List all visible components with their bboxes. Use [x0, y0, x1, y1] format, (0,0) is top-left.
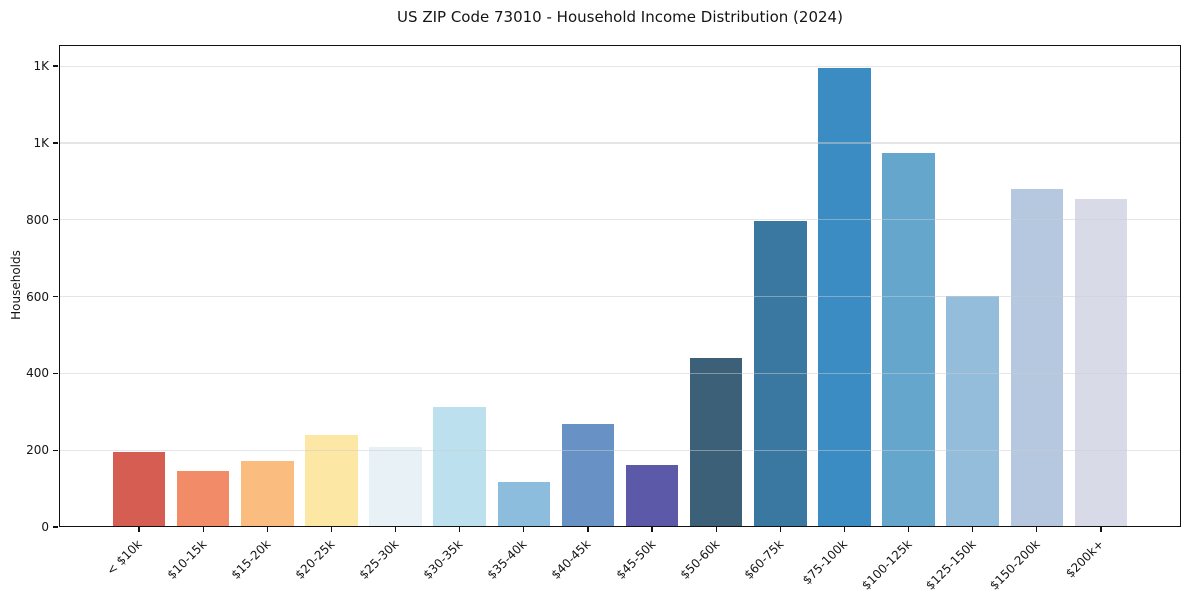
y-tick-label: 1K	[33, 59, 49, 74]
y-tick-mark	[53, 219, 58, 221]
y-axis-label: Households	[9, 250, 23, 320]
y-tick-mark	[53, 372, 58, 375]
x-tick-label-text: $20-25k	[292, 537, 338, 582]
x-tick-label-text: $60-75k	[741, 537, 787, 582]
bar	[754, 220, 807, 527]
x-tick-mark	[587, 527, 589, 532]
x-tick-mark	[907, 527, 910, 532]
x-tick-mark	[202, 527, 204, 532]
y-tick-mark	[53, 449, 58, 451]
bar	[176, 471, 230, 527]
x-tick-mark	[523, 527, 525, 532]
x-tick-mark	[779, 527, 781, 532]
bar	[305, 434, 358, 527]
x-tick-mark	[330, 527, 333, 532]
x-tick-label-text: $30-35k	[420, 537, 466, 582]
bar	[818, 68, 871, 527]
bar	[689, 358, 743, 527]
y-tick-label: 400	[26, 366, 49, 381]
x-tick-mark	[972, 527, 974, 532]
x-tick-mark	[459, 527, 461, 532]
y-tick-mark	[53, 295, 58, 298]
x-tick-label-text: $35-40k	[484, 537, 530, 582]
x-tick-mark	[1100, 527, 1102, 532]
y-tick-label: 800	[26, 212, 49, 227]
bar	[946, 295, 999, 527]
x-tick-mark	[651, 527, 653, 532]
x-tick-label-text: $150-200k	[987, 537, 1043, 590]
x-tick-label-text: $200k+	[1063, 537, 1107, 581]
bar	[625, 464, 679, 527]
y-tick-mark	[53, 142, 58, 144]
x-tick-mark	[266, 527, 268, 532]
x-tick-mark	[715, 527, 717, 532]
x-tick-label-text: $15-20k	[228, 537, 274, 582]
x-tick-label-text: $40-45k	[548, 537, 594, 582]
x-tick-mark	[394, 527, 397, 532]
gridline	[59, 65, 1181, 67]
bar	[1074, 199, 1128, 527]
x-tick-mark	[843, 527, 846, 532]
x-tick-label-text: $100-125k	[858, 537, 915, 590]
bar	[1010, 189, 1064, 527]
bar	[241, 460, 294, 527]
x-tick-label-text: $10-15k	[164, 537, 210, 582]
y-tick-label: 200	[26, 443, 49, 458]
x-tick-label-text: < $10k	[104, 537, 145, 578]
plot-area: < $10k $10-15k $15-20k $20-25k $25-30k $30-35…	[26, 45, 1181, 590]
y-tick-mark	[53, 526, 58, 528]
bar	[561, 423, 615, 527]
x-tick-label-text: $50-60k	[677, 537, 723, 582]
bar	[112, 452, 166, 527]
x-tick-label-text: $25-30k	[356, 537, 402, 582]
x-tick-mark	[138, 527, 140, 532]
y-tick-label: 600	[26, 289, 49, 304]
x-tick-mark	[1036, 527, 1038, 532]
x-tick-label-text: $75-100k	[800, 537, 851, 588]
bar	[433, 407, 486, 527]
bar	[882, 153, 935, 527]
bar	[497, 482, 551, 527]
gridline	[59, 142, 1181, 144]
x-tick-label-text: $45-50k	[613, 537, 658, 582]
chart-title: US ZIP Code 73010 - Household Income Dis…	[397, 8, 843, 26]
y-tick-mark	[53, 65, 58, 67]
x-tick-label-text: $125-150k	[922, 537, 979, 590]
y-tick-label: 0	[41, 520, 49, 534]
y-tick-label: 1K	[33, 135, 49, 150]
bar	[369, 447, 422, 527]
